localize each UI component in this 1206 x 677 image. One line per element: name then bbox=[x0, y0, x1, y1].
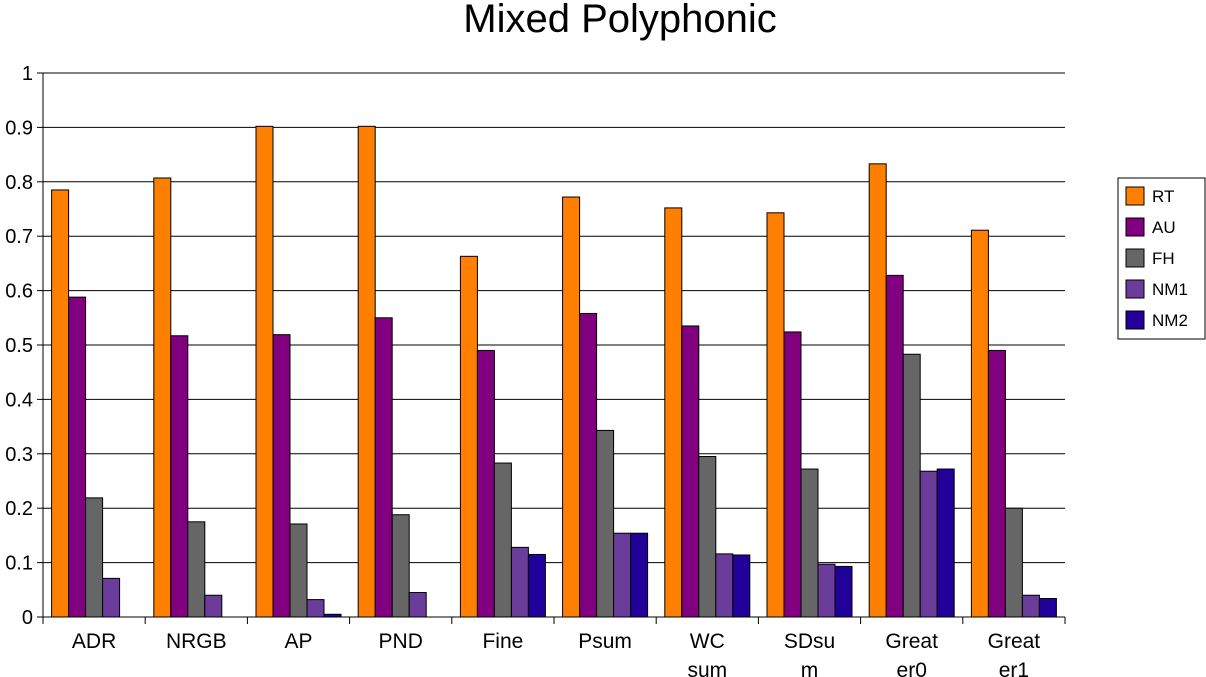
legend-label-au: AU bbox=[1152, 218, 1176, 237]
bar-nm2-5 bbox=[630, 532, 649, 618]
bar-nm2-7 bbox=[834, 565, 853, 618]
legend-swatch-au bbox=[1125, 217, 1145, 237]
bar-nm1-9 bbox=[1021, 594, 1040, 618]
bar-rt-6 bbox=[664, 207, 683, 618]
bar-fh-1 bbox=[187, 521, 206, 618]
bar-fh-5 bbox=[596, 429, 615, 618]
bar-fh-7 bbox=[800, 468, 819, 618]
bar-au-6 bbox=[681, 325, 700, 618]
legend-label-rt: RT bbox=[1152, 187, 1174, 206]
y-tick-label: 0.2 bbox=[5, 498, 33, 520]
y-tick-label: 0 bbox=[22, 607, 33, 629]
bar-rt-2 bbox=[255, 125, 274, 618]
x-tick-labels: ADR NRGB AP PND Fine Psum WC sum SDsu m Great er0 Gr… bbox=[72, 630, 1040, 677]
y-tick-label: 0.9 bbox=[5, 117, 33, 139]
legend-swatch-nm2 bbox=[1125, 310, 1145, 330]
y-tick-label: 0.7 bbox=[5, 226, 33, 248]
bar-rt-1 bbox=[153, 177, 172, 618]
bar-au-9 bbox=[987, 349, 1006, 618]
bar-fh-2 bbox=[289, 523, 308, 618]
bar-nm2-9 bbox=[1038, 598, 1057, 618]
bar-au-5 bbox=[579, 312, 598, 618]
bar-rt-7 bbox=[766, 212, 785, 618]
y-tick-label: 1 bbox=[22, 63, 33, 85]
bar-au-1 bbox=[170, 335, 189, 618]
axes bbox=[37, 72, 1066, 624]
bar-nm2-4 bbox=[527, 553, 546, 618]
bar-nm1-1 bbox=[204, 594, 223, 618]
bar-nm1-6 bbox=[715, 553, 734, 618]
x-tick-label: Fine bbox=[482, 630, 523, 653]
legend: RT AU FH NM1 NM2 bbox=[1117, 177, 1206, 340]
x-tick-label: PND bbox=[379, 630, 423, 653]
bar-fh-3 bbox=[391, 514, 410, 618]
bar-rt-3 bbox=[357, 125, 376, 618]
x-tick-label: Great bbox=[988, 630, 1041, 653]
chart-title: Mixed Polyphonic bbox=[463, 0, 777, 41]
bar-nm1-8 bbox=[919, 470, 938, 618]
bars bbox=[51, 125, 1057, 618]
y-tick-label: 0.8 bbox=[5, 172, 33, 194]
x-tick-label: ADR bbox=[72, 630, 116, 653]
bar-au-8 bbox=[885, 274, 904, 618]
bar-rt-8 bbox=[868, 163, 887, 618]
legend-swatch-fh bbox=[1125, 248, 1145, 268]
legend-swatch-nm1 bbox=[1125, 279, 1145, 299]
bar-nm1-2 bbox=[306, 599, 325, 618]
x-tick-label: AP bbox=[284, 630, 312, 653]
bar-nm1-3 bbox=[408, 592, 427, 618]
bar-nm1-5 bbox=[613, 532, 632, 618]
bar-fh-0 bbox=[85, 497, 104, 618]
bar-fh-8 bbox=[902, 353, 921, 618]
x-tick-label: Great bbox=[885, 630, 938, 653]
bar-fh-6 bbox=[698, 456, 717, 618]
bar-fh-9 bbox=[1004, 507, 1023, 618]
bar-fh-4 bbox=[493, 462, 512, 618]
bar-rt-0 bbox=[51, 189, 70, 618]
bar-au-7 bbox=[783, 331, 802, 618]
bar-rt-5 bbox=[562, 196, 581, 618]
y-tick-label: 0.1 bbox=[5, 553, 33, 575]
legend-swatch-rt bbox=[1125, 186, 1145, 206]
bar-nm1-7 bbox=[817, 563, 836, 618]
bar-rt-4 bbox=[459, 255, 478, 618]
bar-nm2-6 bbox=[732, 554, 751, 618]
bar-rt-9 bbox=[970, 229, 989, 618]
legend-label-fh: FH bbox=[1152, 249, 1175, 268]
x-tick-label: SDsu bbox=[784, 630, 835, 653]
y-tick-label: 0.6 bbox=[5, 281, 33, 303]
bar-nm1-0 bbox=[102, 577, 121, 618]
x-tick-label: er1 bbox=[999, 659, 1029, 677]
bar-au-3 bbox=[374, 317, 393, 618]
legend-label-nm2: NM2 bbox=[1152, 311, 1188, 330]
bar-au-2 bbox=[272, 334, 291, 618]
x-tick-label: m bbox=[801, 659, 819, 677]
grid-lines bbox=[43, 72, 1065, 564]
y-tick-label: 0.4 bbox=[5, 389, 33, 411]
bar-au-0 bbox=[68, 296, 87, 618]
legend-label-nm1: NM1 bbox=[1152, 280, 1188, 299]
y-tick-label: 0.5 bbox=[5, 335, 33, 357]
x-tick-label: WC bbox=[690, 630, 725, 653]
bar-nm1-4 bbox=[510, 546, 529, 618]
x-tick-label: NRGB bbox=[166, 630, 227, 653]
x-tick-label: sum bbox=[687, 659, 727, 677]
y-tick-labels: 0 0.1 0.2 0.3 0.4 0.5 0.6 0.7 0.8 0.9 1 bbox=[5, 63, 33, 629]
y-tick-label: 0.3 bbox=[5, 444, 33, 466]
bar-nm2-8 bbox=[936, 468, 955, 618]
bar-au-4 bbox=[476, 349, 495, 618]
x-tick-label: er0 bbox=[897, 659, 927, 677]
x-tick-label: Psum bbox=[578, 630, 632, 653]
